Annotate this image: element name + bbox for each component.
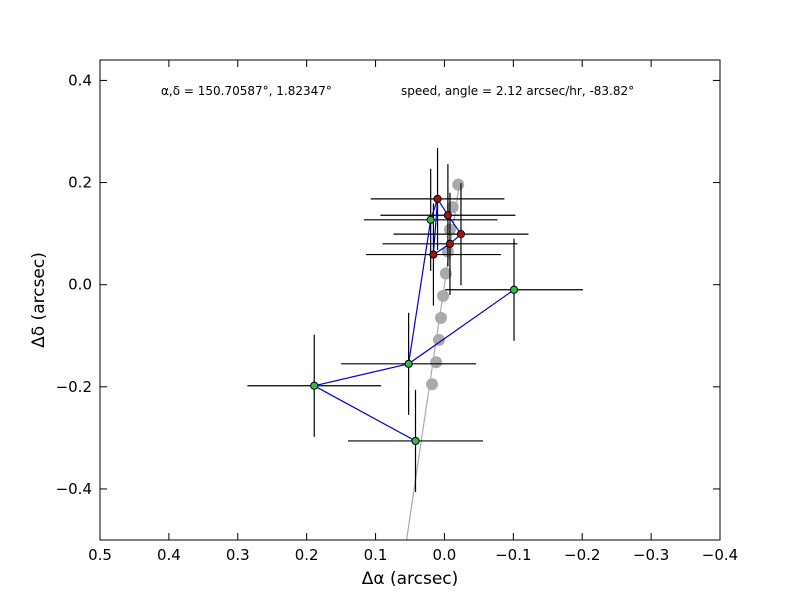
observation-point-green [509,285,519,294]
observation-point-green [411,436,420,446]
x-tick-label: 0.1 [364,546,388,564]
y-tick-label: 0.0 [68,276,92,294]
model-track-point [426,378,439,391]
x-tick-label: 0.5 [88,546,112,564]
observation-point-green [404,359,413,368]
y-tick-label: −0.4 [56,480,92,498]
observation-points [310,194,519,446]
y-tick-label: −0.2 [56,378,92,396]
model-track-point [452,178,465,191]
x-tick-label: −0.3 [633,546,669,564]
y-axis-label: Δδ (arcsec) [29,252,49,348]
x-tick-label: −0.4 [702,546,738,564]
observation-point-green [426,215,435,224]
plot-area [100,60,720,540]
y-axis-ticks: −0.4 −0.2 0.0 0.2 0.4 [56,71,720,498]
x-axis-label: Δα (arcsec) [362,569,459,589]
model-track-point [435,311,447,324]
x-tick-label: 0.3 [226,546,250,564]
model-track-point [432,333,445,346]
x-tick-label: 0.4 [157,546,181,564]
speed-annotation: speed, angle = 2.12 arcsec/hr, -83.82° [401,84,634,98]
y-tick-label: 0.2 [68,174,92,192]
coordinates-annotation: α,δ = 150.70587°, 1.82347° [161,84,332,98]
x-tick-label: 0.2 [295,546,319,564]
observation-point-red [445,239,455,248]
x-tick-label: 0.0 [433,546,457,564]
observation-point-red [433,194,442,203]
y-tick-label: 0.4 [68,71,92,89]
observation-point-red [456,230,466,239]
x-axis-ticks: 0.5 0.4 0.3 0.2 0.1 0.0 −0.1 −0.2 −0.3 −0.4 [88,60,738,564]
observation-point-red [429,250,438,259]
plot-frame [99,59,721,541]
x-tick-label: −0.2 [564,546,600,564]
x-tick-label: −0.1 [495,546,531,564]
observation-point-red [443,211,452,220]
model-track-point [437,289,450,302]
model-track-point [439,267,452,280]
observation-point-green [310,381,319,390]
model-track-point [430,356,443,369]
